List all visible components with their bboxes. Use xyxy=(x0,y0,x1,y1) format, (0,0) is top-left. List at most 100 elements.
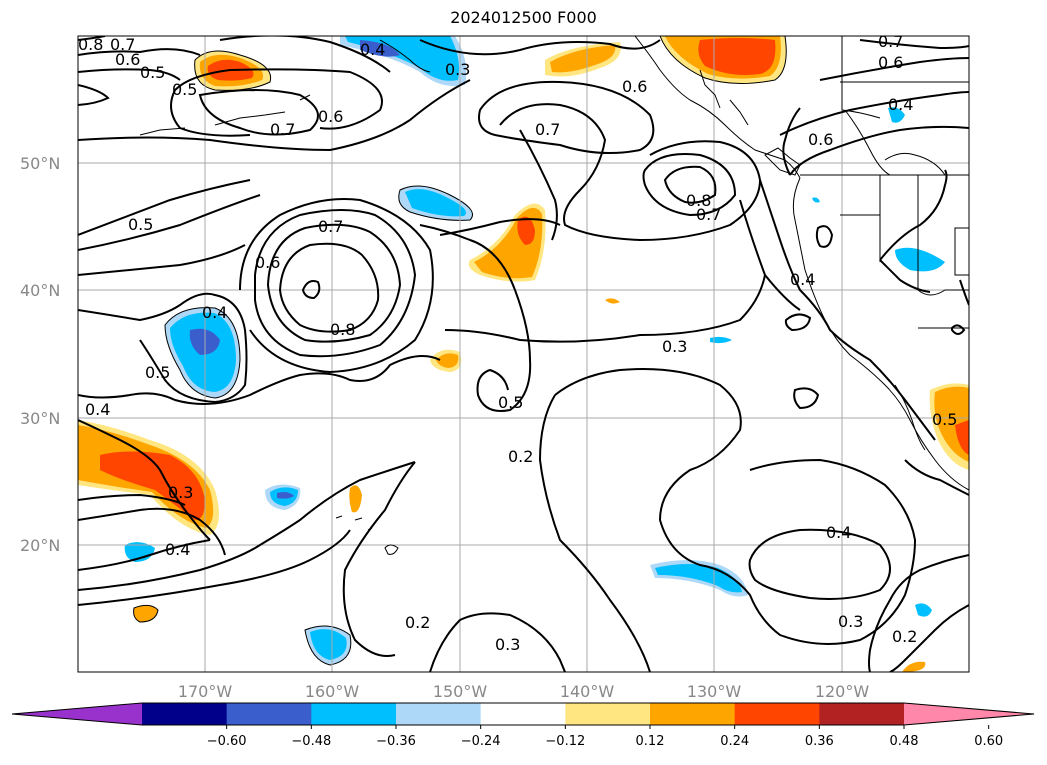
shade-outlines xyxy=(133,36,787,666)
colorbar-tick-label: −0.24 xyxy=(461,734,501,749)
colorbar-tick-label: 0.36 xyxy=(805,734,834,749)
contour-label: 0.2 xyxy=(892,627,917,646)
contour-label: 0.3 xyxy=(495,635,520,654)
contour-label: 0.7 xyxy=(318,217,343,236)
contour-label: 0.4 xyxy=(888,95,913,114)
plot-frame xyxy=(77,35,970,673)
colorbar-segment xyxy=(226,703,312,725)
colorbar-segment xyxy=(142,703,228,725)
colorbar-extend-low xyxy=(12,703,142,725)
contour-label: 0.8 xyxy=(330,320,355,339)
colorbar-extend-high xyxy=(904,703,1034,725)
contour-label: 0.8 xyxy=(686,191,711,210)
longitude-labels: 170°W 160°W 150°W 140°W 130°W 120°W xyxy=(178,682,870,701)
positive-region xyxy=(517,216,535,245)
lon-label: 160°W xyxy=(305,682,360,701)
contour-label: 0.7 xyxy=(696,205,721,224)
contour-label: 0.5 xyxy=(498,393,523,412)
negative-region xyxy=(710,336,732,344)
lat-label: 50°N xyxy=(20,154,60,173)
lat-label: 40°N xyxy=(20,281,60,300)
colorbar-segment xyxy=(480,703,566,725)
contour-label: 0.5 xyxy=(172,80,197,99)
contour-label: 0.4 xyxy=(165,540,190,559)
positive-region xyxy=(133,605,158,622)
positive-region xyxy=(550,45,616,73)
colorbar-tick-label: −0.48 xyxy=(291,734,331,749)
contour-label: 0.3 xyxy=(838,612,863,631)
negative-region xyxy=(405,189,466,217)
contour-label: 0.6 xyxy=(318,107,343,126)
contour-label: 0.5 xyxy=(128,215,153,234)
contour-label: 0.7 xyxy=(270,120,295,139)
colorbar-segment xyxy=(311,703,397,725)
lon-label: 130°W xyxy=(687,682,742,701)
contour-label: 0.2 xyxy=(508,447,533,466)
contour-label: 0.6 xyxy=(878,53,903,72)
contour-label: 0.8 xyxy=(78,35,103,54)
colorbar-segment xyxy=(565,703,651,725)
plot-area: 0.8 0.7 0.6 0.5 0.5 0.7 0.6 0.4 0.3 0.6 … xyxy=(78,32,969,672)
positive-region xyxy=(436,353,459,368)
contour-label: 0.4 xyxy=(826,523,851,542)
colorbar-outline xyxy=(11,702,1035,726)
colorbar-segment xyxy=(650,703,736,725)
contour-label: 0.6 xyxy=(255,253,280,272)
positive-region xyxy=(955,420,969,455)
negative-region xyxy=(812,197,820,203)
lon-label: 170°W xyxy=(178,682,233,701)
colorbar-tick-label: 0.12 xyxy=(636,734,665,749)
contour-label: 0.3 xyxy=(168,483,193,502)
latitude-labels: 50°N 40°N 30°N 20°N xyxy=(20,154,60,555)
contours xyxy=(78,36,969,672)
colorbar: −0.60 −0.48 −0.36 −0.24 −0.12 0.12 0.24 0.36 0.4… xyxy=(11,702,1035,749)
negative-region xyxy=(277,492,294,499)
contour-label: 0.7 xyxy=(535,120,560,139)
positive-region xyxy=(605,298,620,304)
colorbar-segment xyxy=(819,703,905,725)
lon-label: 120°W xyxy=(815,682,870,701)
contour-label: 0.3 xyxy=(662,337,687,356)
negative-region xyxy=(124,542,155,562)
contour-labels: 0.8 0.7 0.6 0.5 0.5 0.7 0.6 0.4 0.3 0.6 … xyxy=(78,32,957,654)
colorbar-tick-label: 0.48 xyxy=(890,734,919,749)
coastlines xyxy=(139,36,969,555)
colorbar-tick-label: −0.36 xyxy=(376,734,416,749)
positive-region xyxy=(902,661,926,672)
colorbar-tick-label: −0.12 xyxy=(545,734,585,749)
contour-label: 0.4 xyxy=(360,40,385,59)
negative-region xyxy=(888,107,905,123)
colorbar-segment xyxy=(396,703,482,725)
contour-label: 0.5 xyxy=(932,410,957,429)
contour-label: 0.4 xyxy=(202,303,227,322)
contour-label: 0.3 xyxy=(445,60,470,79)
colorbar-segment xyxy=(734,703,820,725)
contour-label: 0.4 xyxy=(790,270,815,289)
map-title: 2024012500 F000 xyxy=(450,8,597,27)
contour-label: 0.4 xyxy=(85,400,110,419)
contour-label: 0.5 xyxy=(140,63,165,82)
positive-region xyxy=(349,485,362,513)
lat-label: 30°N xyxy=(20,409,60,428)
graticule xyxy=(78,36,969,672)
lat-label: 20°N xyxy=(20,536,60,555)
shaded-regions xyxy=(78,36,969,672)
contour-label: 0.7 xyxy=(878,32,903,51)
negative-region xyxy=(895,247,945,272)
contour-label: 0.5 xyxy=(145,363,170,382)
negative-region xyxy=(310,629,347,660)
contour-label: 0.6 xyxy=(622,77,647,96)
colorbar-tick-label: −0.60 xyxy=(207,734,247,749)
negative-region xyxy=(360,40,400,57)
contour-label: 0.6 xyxy=(808,130,833,149)
contour-label: 0.2 xyxy=(405,613,430,632)
colorbar-tick-label: 0.60 xyxy=(974,734,1003,749)
contour-label: 0.7 xyxy=(110,35,135,54)
negative-region xyxy=(915,603,932,617)
lon-label: 150°W xyxy=(433,682,488,701)
colorbar-tick-label: 0.24 xyxy=(720,734,749,749)
contour-label: 0.6 xyxy=(115,50,140,69)
lon-label: 140°W xyxy=(560,682,615,701)
positive-region xyxy=(698,38,776,75)
